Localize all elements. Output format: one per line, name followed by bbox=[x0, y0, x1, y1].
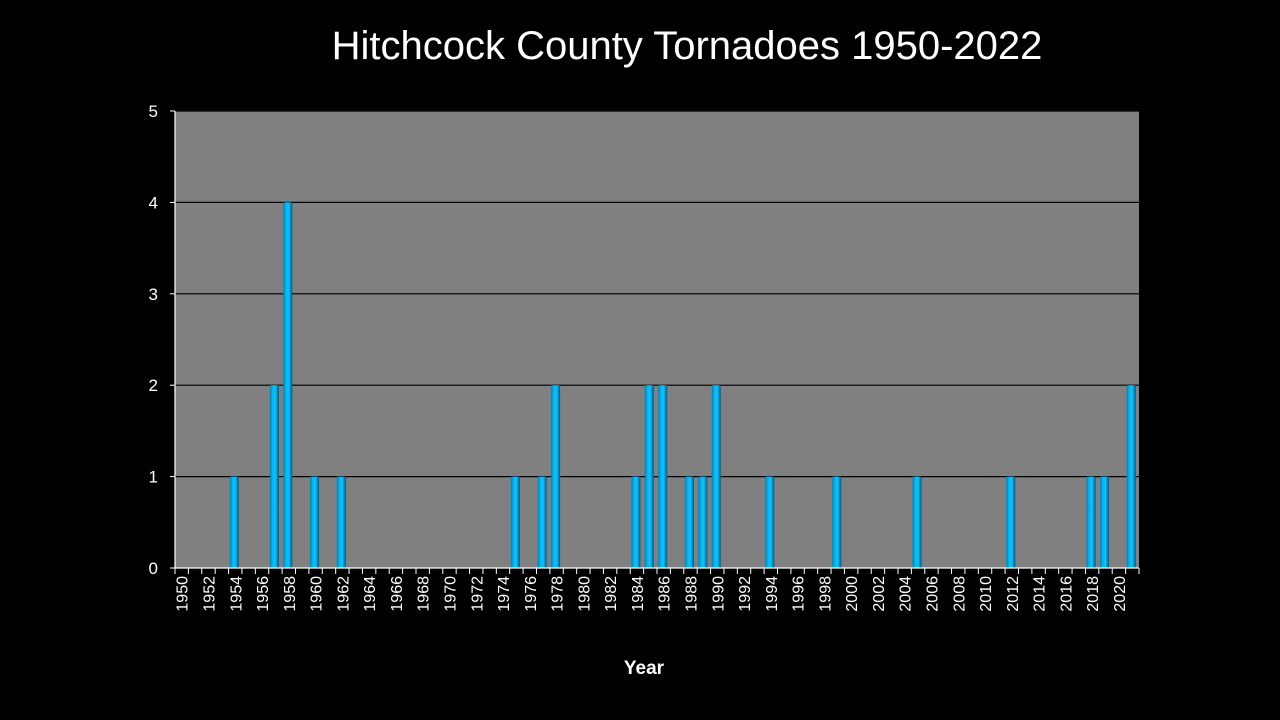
y-tick-label: 4 bbox=[149, 193, 158, 212]
x-tick-label: 1972 bbox=[469, 576, 486, 612]
y-tick-label: 2 bbox=[149, 376, 158, 395]
bar-2019 bbox=[1100, 476, 1110, 568]
x-tick-label: 1982 bbox=[603, 576, 620, 612]
x-tick-label: 1950 bbox=[175, 576, 192, 612]
y-tick-label: 0 bbox=[149, 559, 158, 578]
x-tick-label: 1968 bbox=[416, 576, 433, 612]
x-tick-label: 1958 bbox=[282, 576, 299, 612]
bar-1977 bbox=[537, 476, 547, 568]
x-tick-label: 1994 bbox=[764, 576, 781, 612]
x-tick-label: 2012 bbox=[1005, 576, 1022, 612]
bar-2021 bbox=[1126, 385, 1136, 568]
x-tick-label: 1986 bbox=[657, 576, 674, 612]
plot-area bbox=[175, 111, 1139, 568]
x-tick-label: 1992 bbox=[737, 576, 754, 612]
y-tick-label: 1 bbox=[149, 468, 158, 487]
x-tick-label: 2018 bbox=[1085, 576, 1102, 612]
bar-1999 bbox=[832, 476, 842, 568]
bar-1957 bbox=[269, 385, 279, 568]
bar-1988 bbox=[684, 476, 694, 568]
x-tick-label: 1960 bbox=[309, 576, 326, 612]
x-tick-label: 1980 bbox=[576, 576, 593, 612]
bar-1962 bbox=[336, 476, 346, 568]
x-tick-label: 2010 bbox=[978, 576, 995, 612]
chart-title: Hitchcock County Tornadoes 1950-2022 bbox=[331, 24, 1043, 68]
bar-1954 bbox=[229, 476, 239, 568]
bar-1958 bbox=[283, 202, 293, 568]
y-tick-label: 5 bbox=[149, 102, 158, 121]
x-tick-label: 1978 bbox=[550, 576, 567, 612]
x-tick-label: 2014 bbox=[1032, 576, 1049, 612]
bar-1975 bbox=[510, 476, 520, 568]
bar-2012 bbox=[1006, 476, 1016, 568]
x-tick-label: 2002 bbox=[871, 576, 888, 612]
bar-1994 bbox=[765, 476, 775, 568]
x-tick-label: 2016 bbox=[1058, 576, 1075, 612]
bar-1960 bbox=[310, 476, 320, 568]
x-tick-label: 1964 bbox=[362, 576, 379, 612]
x-tick-label: 2004 bbox=[898, 576, 915, 612]
y-tick-label: 3 bbox=[149, 285, 158, 304]
x-tick-label: 1970 bbox=[442, 576, 459, 612]
x-tick-label: 2008 bbox=[951, 576, 968, 612]
bar-2018 bbox=[1086, 476, 1096, 568]
bar-1978 bbox=[551, 385, 561, 568]
x-tick-label: 1988 bbox=[683, 576, 700, 612]
x-tick-label: 1996 bbox=[791, 576, 808, 612]
bar-1990 bbox=[711, 385, 721, 568]
x-tick-label: 1990 bbox=[710, 576, 727, 612]
x-tick-label: 2000 bbox=[844, 576, 861, 612]
x-tick-label: 1952 bbox=[201, 576, 218, 612]
x-tick-label: 1998 bbox=[817, 576, 834, 612]
bar-1984 bbox=[631, 476, 641, 568]
x-tick-label: 1976 bbox=[523, 576, 540, 612]
x-tick-label: 1984 bbox=[630, 576, 647, 612]
x-tick-label: 2020 bbox=[1112, 576, 1129, 612]
x-tick-label: 1956 bbox=[255, 576, 272, 612]
bar-1985 bbox=[644, 385, 654, 568]
x-tick-label: 1954 bbox=[228, 576, 245, 612]
x-tick-label: 1962 bbox=[335, 576, 352, 612]
bar-1989 bbox=[698, 476, 708, 568]
x-tick-label: 2006 bbox=[924, 576, 941, 612]
x-tick-label: 1974 bbox=[496, 576, 513, 612]
x-tick-label: 1966 bbox=[389, 576, 406, 612]
x-axis-label: Year bbox=[624, 658, 665, 679]
bar-2005 bbox=[912, 476, 922, 568]
bar-1986 bbox=[658, 385, 668, 568]
